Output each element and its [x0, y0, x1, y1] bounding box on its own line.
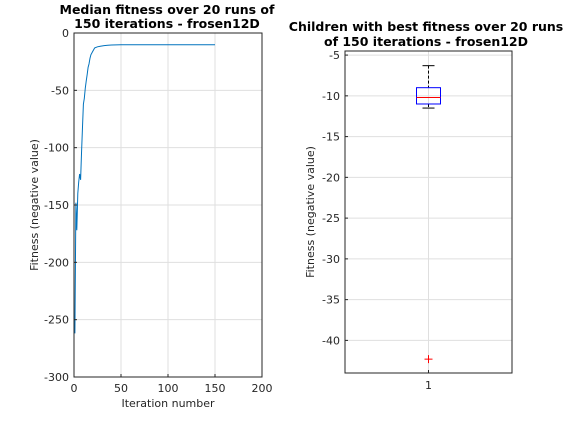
plot-area [74, 44, 215, 334]
interquartile-box [416, 87, 441, 105]
x-tick-label: 200 [252, 382, 273, 395]
chart-title-line-1: Median fitness over 20 runs of [60, 2, 276, 17]
x-tick-label: 0 [71, 382, 78, 395]
y-axis-label: Fitness (negative value) [304, 146, 317, 278]
best-children-boxplot: Children with best fitness over 20 runs … [289, 19, 563, 392]
x-tick-label: 100 [158, 382, 179, 395]
y-tick-label: -30 [322, 253, 340, 266]
y-tick-label: -20 [322, 171, 340, 184]
x-axis-label: Iteration number [121, 397, 215, 410]
y-tick-label: -300 [44, 371, 69, 384]
y-tick-label: -50 [51, 84, 69, 97]
median-fitness-line [74, 44, 215, 334]
y-tick-label: -150 [44, 199, 69, 212]
y-axis-label: Fitness (negative value) [28, 139, 41, 271]
y-tick-label: -25 [322, 212, 340, 225]
y-tick-label: -250 [44, 314, 69, 327]
ticks: -5 -10 -15 -20 -25 -30 -35 -40 1 [322, 49, 432, 392]
x-tick-label: 150 [205, 382, 226, 395]
median-fitness-chart: Median fitness over 20 runs of 150 itera… [28, 2, 275, 410]
chart-title-line-2: of 150 iterations - frosen12D [324, 34, 528, 49]
y-tick-label: -10 [322, 90, 340, 103]
grid [74, 33, 262, 377]
x-tick-label: 50 [114, 382, 128, 395]
y-tick-label: -200 [44, 256, 69, 269]
ticks: 0 50 100 150 200 0 -50 -100 -150 -200 -250 -300 [44, 27, 272, 395]
outlier-marker [424, 355, 433, 364]
x-tick-label: 1 [425, 379, 432, 392]
plot-area [416, 65, 441, 364]
y-tick-label: -15 [322, 131, 340, 144]
y-tick-label: -35 [322, 294, 340, 307]
chart-title-line-1: Children with best fitness over 20 runs [289, 19, 563, 34]
chart-title-line-2: 150 iterations - frosen12D [74, 16, 260, 31]
y-tick-label: -5 [329, 49, 340, 62]
y-tick-label: -100 [44, 142, 69, 155]
y-tick-label: -40 [322, 334, 340, 347]
grid [345, 51, 512, 373]
y-tick-label: 0 [62, 27, 69, 40]
